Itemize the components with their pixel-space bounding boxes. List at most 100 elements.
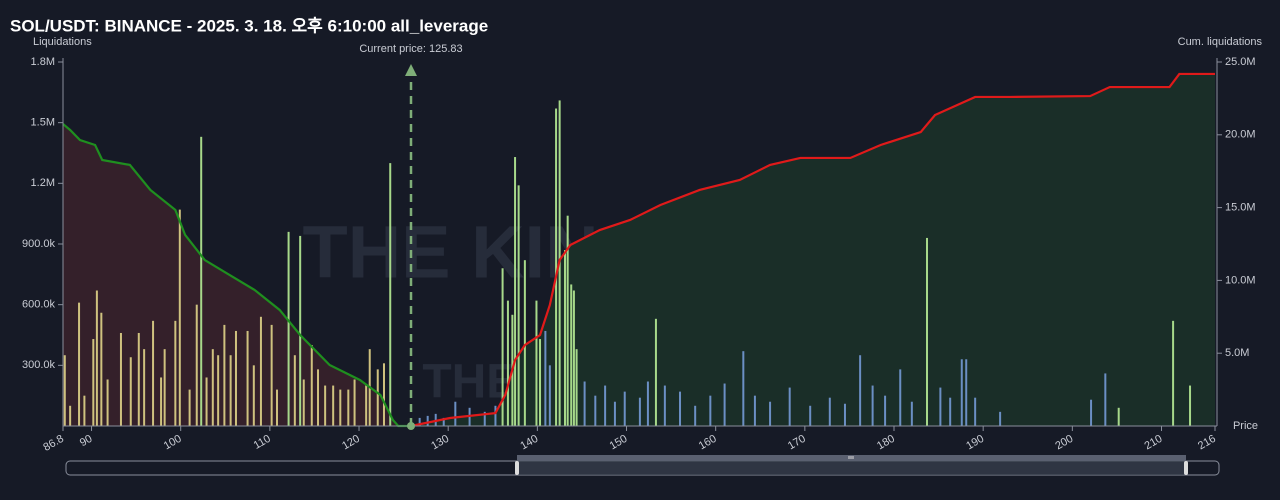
liquidation-bar [252, 365, 255, 426]
x-tick-label: 100 [162, 433, 184, 453]
liquidation-bar [317, 369, 320, 426]
liquidation-bar [572, 290, 575, 426]
liquidation-bar [517, 185, 520, 426]
liquidation-bar [575, 349, 578, 426]
liquidation-bar [694, 405, 697, 426]
liquidation-bar [1090, 399, 1093, 426]
liquidation-bar [259, 316, 262, 426]
liquidation-bar [1104, 373, 1107, 426]
liquidation-bar [92, 339, 95, 426]
plot: THE KINGFISHER.ioTHE KINGFISHER.io300.0k… [22, 43, 1256, 454]
liquidation-bar [570, 284, 573, 426]
x-tick-label: 140 [518, 433, 540, 453]
liquidation-bar [555, 108, 558, 426]
liquidation-bar [275, 389, 278, 426]
liquidation-bar [174, 320, 177, 426]
liquidation-bar [1172, 320, 1175, 426]
liquidation-bar [501, 268, 504, 426]
liquidation-bar [769, 401, 772, 426]
x-tick-label: 210 [1143, 433, 1165, 453]
liquidation-bar [544, 330, 547, 426]
liquidation-bar [454, 401, 457, 426]
cum-area [63, 124, 412, 426]
cum-line [62, 123, 412, 428]
liquidation-bar [965, 359, 968, 426]
x-tick-label: 120 [340, 433, 362, 453]
liquidation-bar [376, 369, 379, 426]
scrollbar-handle-right[interactable] [1184, 461, 1188, 475]
liquidation-bar [152, 320, 155, 426]
liquidation-bar [1117, 407, 1120, 426]
liquidation-bar [200, 136, 203, 427]
liquidation-bar [613, 401, 616, 426]
y2-tick-label: 25.0M [1225, 56, 1256, 68]
liquidation-bar [638, 397, 641, 426]
liquidation-bar [339, 389, 342, 426]
x-tick-label: 86.8 [41, 433, 66, 454]
liquidation-bar [960, 359, 963, 426]
liquidation-bar [514, 157, 517, 427]
liquidation-bar [999, 411, 1002, 426]
liquidation-bar [299, 235, 302, 426]
liquidation-bar [539, 339, 542, 426]
liquidation-bar [287, 231, 290, 426]
liquidation-bar [788, 387, 791, 426]
y-tick-label: 1.2M [31, 177, 55, 189]
liquidation-bar [234, 330, 237, 426]
liquidation-bar [753, 395, 756, 426]
liquidation-bar [347, 389, 350, 426]
liquidation-bar [353, 379, 356, 426]
x-tick-label: 110 [252, 433, 273, 452]
x-tick-label: 190 [964, 433, 986, 453]
liquidation-bar [188, 389, 191, 426]
liquidation-bar [910, 401, 913, 426]
scrollbar-handle-left[interactable] [515, 461, 519, 475]
liquidation-bar [229, 355, 232, 426]
y-tick-label: 1.8M [31, 56, 55, 68]
y-tick-label: 1.5M [31, 117, 55, 129]
y-tick-label: 900.0k [22, 238, 56, 250]
liquidation-bar [654, 318, 657, 426]
liquidation-bar [494, 405, 497, 426]
liquidation-bar [723, 383, 726, 426]
liquidation-bar [217, 355, 220, 426]
liquidation-bar [646, 381, 649, 426]
y-axis-label: Liquidations [33, 36, 92, 48]
liquidation-bar [223, 324, 226, 426]
liquidation-bar [270, 324, 273, 426]
liquidation-bar [389, 163, 392, 426]
liquidation-bar [483, 411, 486, 426]
liquidation-bar [899, 369, 902, 426]
x-tick-label: 200 [1053, 433, 1075, 453]
liquidation-bar [302, 379, 305, 426]
liquidation-bar [324, 385, 327, 426]
y-tick-label: 600.0k [22, 299, 56, 311]
liquidation-bar [69, 405, 72, 426]
liquidation-bar [1189, 385, 1192, 426]
liquidation-bar [83, 395, 86, 426]
liquidation-bar [974, 397, 977, 426]
x-tick-label: 150 [608, 433, 630, 453]
liquidation-bar [426, 415, 429, 426]
liquidation-bar [442, 417, 445, 426]
current-price-label: Current price: 125.83 [359, 43, 462, 55]
chart-title: SOL/USDT: BINANCE - 2025. 3. 18. 오후 6:10… [10, 15, 488, 35]
liquidation-bar [143, 349, 146, 426]
liquidation-bar [418, 417, 421, 426]
grip-icon [848, 456, 854, 459]
current-price-arrow [405, 64, 418, 76]
cum-line [410, 72, 1215, 428]
liquidation-bar [871, 385, 874, 426]
liquidation-bar [310, 345, 313, 426]
liquidation-bar [119, 332, 122, 426]
liquidation-bar [211, 349, 214, 426]
liquidation-bar [95, 290, 98, 426]
liquidation-bar [594, 395, 597, 426]
current-price-dot [407, 422, 416, 430]
y2-tick-label: 15.0M [1225, 202, 1256, 214]
liquidation-bar [506, 300, 509, 426]
liquidation-bar [604, 385, 607, 426]
liquidation-bar [246, 330, 249, 426]
liquidation-bar [160, 377, 163, 426]
